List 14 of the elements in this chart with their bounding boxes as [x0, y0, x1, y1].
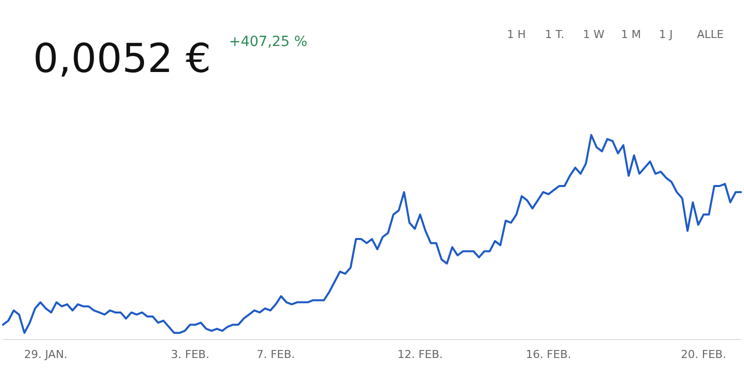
- text: 1 J: [659, 28, 673, 41]
- text: 1 T.: [545, 28, 564, 41]
- x-tick-label: 16. FEB.: [526, 348, 572, 361]
- x-tick-label: 29. JAN.: [24, 348, 68, 361]
- text: 1 W: [583, 28, 604, 41]
- text: 1 M: [621, 28, 641, 41]
- chart-title: 0,0052 €: [33, 36, 212, 82]
- x-tick-label: 12. FEB.: [397, 348, 443, 361]
- x-tick-label: 20. FEB.: [680, 348, 726, 361]
- chart-subtitle: +407,25 %: [229, 34, 308, 50]
- x-tick-label: 3. FEB.: [171, 348, 210, 361]
- text: 1 H: [507, 28, 526, 41]
- x-tick-label: 7. FEB.: [256, 348, 295, 361]
- text: ALLE: [697, 28, 724, 41]
